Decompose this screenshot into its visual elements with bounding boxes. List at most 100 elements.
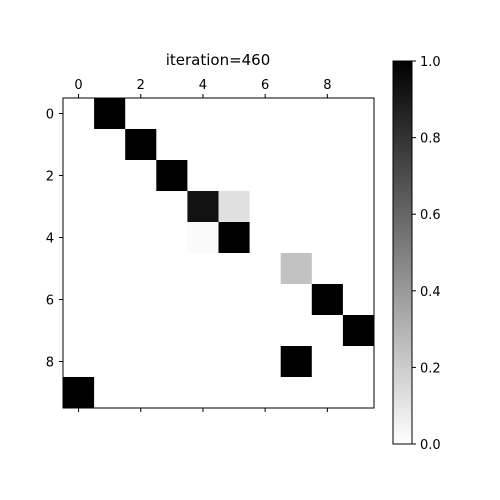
heatmap-cell-r7-c7 bbox=[280, 315, 313, 347]
heatmap-cell-r0-c3 bbox=[156, 98, 188, 130]
heatmap-cell-r1-c1 bbox=[94, 129, 126, 161]
heatmap-cell-r7-c9 bbox=[342, 315, 375, 347]
chart-title: iteration=460 bbox=[166, 51, 271, 69]
y-axis-ticks: 0 2 4 6 8 bbox=[46, 108, 63, 371]
heatmap-cell-r2-c5 bbox=[218, 160, 250, 192]
heatmap-cell-r4-c5 bbox=[218, 222, 250, 254]
heatmap-cell-r6-c1 bbox=[94, 284, 126, 316]
heatmap-cell-r2-c9 bbox=[342, 160, 375, 192]
heatmap-cell-r3-c0 bbox=[63, 191, 95, 223]
heatmap-cell-r0-c5 bbox=[218, 98, 250, 130]
heatmap-cell-r0-c7 bbox=[280, 98, 313, 130]
y-tick-label: 0 bbox=[46, 108, 54, 123]
heatmap-cell-r1-c0 bbox=[63, 129, 95, 161]
heatmap-cell-r1-c9 bbox=[342, 129, 375, 161]
heatmap-cell-r4-c0 bbox=[63, 222, 95, 254]
heatmap-cell-r5-c8 bbox=[311, 253, 344, 285]
heatmap-cell-r6-c8 bbox=[311, 284, 344, 316]
heatmap-cell-r3-c7 bbox=[280, 191, 313, 223]
heatmap-cell-r2-c7 bbox=[280, 160, 313, 192]
heatmap-cell-r5-c5 bbox=[218, 253, 250, 285]
heatmap-cell-r0-c0 bbox=[63, 98, 95, 130]
heatmap-cell-r8-c4 bbox=[187, 346, 219, 378]
heatmap-cell-r8-c2 bbox=[125, 346, 157, 378]
heatmap-cell-r5-c3 bbox=[156, 253, 188, 285]
heatmap-cell-r4-c9 bbox=[342, 222, 375, 254]
colorbar-tick-label: 0.2 bbox=[420, 361, 441, 376]
heatmap-cell-r4-c1 bbox=[94, 222, 126, 254]
heatmap-cell-r2-c2 bbox=[125, 160, 157, 192]
heatmap-cell-r0-c2 bbox=[125, 98, 157, 130]
y-tick-label: 4 bbox=[46, 232, 54, 247]
heatmap-cell-r7-c1 bbox=[94, 315, 126, 347]
heatmap-cell-r7-c6 bbox=[249, 315, 282, 347]
heatmap-cell-r9-c1 bbox=[94, 377, 126, 409]
heatmap-cell-r2-c1 bbox=[94, 160, 126, 192]
heatmap-cell-r6-c0 bbox=[63, 284, 95, 316]
heatmap-cell-r8-c3 bbox=[156, 346, 188, 378]
heatmap-cell-r8-c7 bbox=[280, 346, 313, 378]
x-tick-label: 4 bbox=[199, 78, 207, 93]
heatmap-cell-r2-c6 bbox=[249, 160, 282, 192]
heatmap-cell-r5-c2 bbox=[125, 253, 157, 285]
heatmap-cell-r0-c6 bbox=[249, 98, 282, 130]
heatmap-cell-r8-c0 bbox=[63, 346, 95, 378]
heatmap-cell-r9-c9 bbox=[342, 377, 375, 409]
heatmap-cell-r1-c6 bbox=[249, 129, 282, 161]
x-axis-ticks: 0 2 4 6 8 bbox=[74, 78, 331, 412]
heatmap-cell-r8-c5 bbox=[218, 346, 250, 378]
x-tick-label: 2 bbox=[137, 78, 145, 93]
colorbar-tick-label: 0.8 bbox=[420, 132, 441, 147]
heatmap-cell-r2-c4 bbox=[187, 160, 219, 192]
colorbar-tick-label: 0.4 bbox=[420, 285, 441, 300]
heatmap-cell-r2-c8 bbox=[311, 160, 344, 192]
heatmap-cell-r5-c1 bbox=[94, 253, 126, 285]
heatmap-cell-r6-c6 bbox=[249, 284, 282, 316]
heatmap-cell-r1-c7 bbox=[280, 129, 313, 161]
heatmap-cell-r2-c0 bbox=[63, 160, 95, 192]
heatmap-cell-r6-c3 bbox=[156, 284, 188, 316]
x-tick-label: 6 bbox=[261, 78, 269, 93]
heatmap-cell-r9-c3 bbox=[156, 377, 188, 409]
heatmap-cell-r3-c1 bbox=[94, 191, 126, 223]
heatmap-cell-r5-c7 bbox=[280, 253, 313, 285]
heatmap-cell-r3-c6 bbox=[249, 191, 282, 223]
y-tick-label: 8 bbox=[46, 356, 54, 371]
heatmap-cell-r5-c6 bbox=[249, 253, 282, 285]
heatmap-cell-r9-c7 bbox=[280, 377, 313, 409]
heatmap-cell-r6-c7 bbox=[280, 284, 313, 316]
heatmap-cell-r1-c8 bbox=[311, 129, 344, 161]
heatmap-cell-r9-c0 bbox=[63, 377, 95, 409]
heatmap-cell-r7-c2 bbox=[125, 315, 157, 347]
heatmap-cell-r7-c8 bbox=[311, 315, 344, 347]
heatmap-cell-r6-c2 bbox=[125, 284, 157, 316]
heatmap-cell-r9-c8 bbox=[311, 377, 344, 409]
heatmap-cell-r8-c8 bbox=[311, 346, 344, 378]
heatmap-cell-r3-c9 bbox=[342, 191, 375, 223]
heatmap-cell-r0-c4 bbox=[187, 98, 219, 130]
heatmap-cell-r1-c2 bbox=[125, 129, 157, 161]
heatmap-cell-r7-c3 bbox=[156, 315, 188, 347]
heatmap-cell-r7-c5 bbox=[218, 315, 250, 347]
heatmap-cell-r9-c2 bbox=[125, 377, 157, 409]
x-tick-label: 0 bbox=[74, 78, 82, 93]
heatmap-cell-r0-c1 bbox=[94, 98, 126, 130]
x-tick-label: 8 bbox=[323, 78, 331, 93]
heatmap-cell-r5-c0 bbox=[63, 253, 95, 285]
heatmap-cell-r6-c4 bbox=[187, 284, 219, 316]
y-tick-label: 6 bbox=[46, 294, 54, 309]
colorbar-ticks: 0.0 0.2 0.4 0.6 0.8 1.0 bbox=[412, 55, 441, 453]
heatmap-cell-r9-c5 bbox=[218, 377, 250, 409]
heatmap-cell-r4-c7 bbox=[280, 222, 313, 254]
heatmap-cells bbox=[63, 98, 375, 409]
heatmap-cell-r6-c9 bbox=[342, 284, 375, 316]
heatmap-cell-r1-c5 bbox=[218, 129, 250, 161]
heatmap-cell-r8-c6 bbox=[249, 346, 282, 378]
heatmap-cell-r1-c3 bbox=[156, 129, 188, 161]
heatmap-cell-r3-c8 bbox=[311, 191, 344, 223]
y-tick-label: 2 bbox=[46, 170, 54, 185]
colorbar-tick-label: 0.0 bbox=[420, 438, 441, 453]
heatmap-cell-r8-c1 bbox=[94, 346, 126, 378]
heatmap-cell-r8-c9 bbox=[342, 346, 375, 378]
